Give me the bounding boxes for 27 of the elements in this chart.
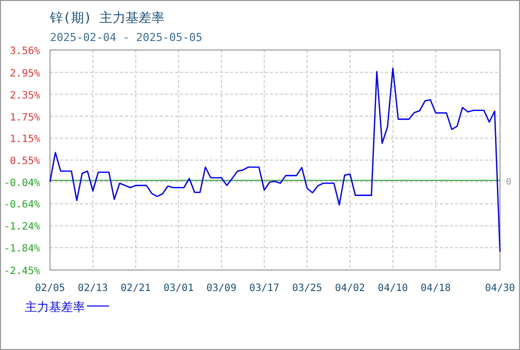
x-tick-label: 04/10 <box>378 283 408 294</box>
ref-line-label: 0 <box>506 177 512 188</box>
legend-label: 主力基差率 <box>25 300 85 314</box>
y-tick-label: 0.55% <box>10 156 40 168</box>
x-tick-label: 03/17 <box>249 283 280 294</box>
line-series <box>49 68 501 252</box>
y-tick-label: 1.75% <box>10 112 40 124</box>
y-tick-label: -0.04% <box>4 178 40 189</box>
y-tick-label: 2.35% <box>10 90 40 102</box>
chart-title: 锌(期) 主力基差率 <box>49 10 164 26</box>
y-tick-label: -2.45% <box>4 266 40 277</box>
x-tick-label: 02/21 <box>120 283 151 294</box>
x-tick-label: 04/18 <box>420 283 451 294</box>
y-tick-label: 3.56% <box>10 46 40 57</box>
x-tick-label: 03/25 <box>292 283 322 294</box>
y-tick-label: 1.15% <box>10 134 40 146</box>
x-tick-label: 02/05 <box>34 283 66 294</box>
y-tick-label: 2.95% <box>10 68 40 80</box>
y-tick-label: -0.64% <box>4 200 40 211</box>
x-tick-label: 03/09 <box>206 283 236 294</box>
x-tick-label: 04/30 <box>484 283 516 294</box>
chart-subtitle: 2025-02-04 - 2025-05-05 <box>50 31 202 44</box>
x-tick-label: 04/02 <box>334 283 366 294</box>
x-tick-label: 02/13 <box>78 283 108 294</box>
y-tick-label: -1.24% <box>4 222 40 233</box>
y-tick-label: -1.84% <box>4 244 40 255</box>
x-tick-label: 03/01 <box>164 283 194 294</box>
